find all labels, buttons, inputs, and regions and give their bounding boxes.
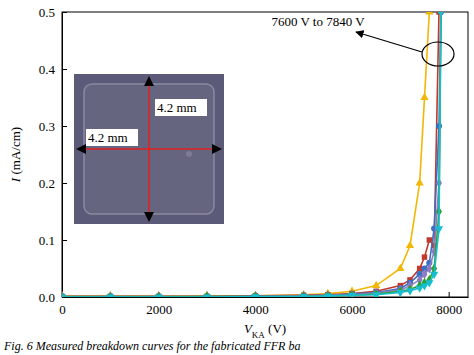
y-axis-title: I (mA/cm) xyxy=(8,127,23,183)
series-marker xyxy=(106,295,114,297)
inset: 4.2 mm 4.2 mm xyxy=(74,74,224,224)
y-tick-mark xyxy=(62,69,67,70)
inset-label: 4.2 mm xyxy=(88,130,128,145)
x-tick-label: 4000 xyxy=(243,302,269,317)
annotation: 7600 V to 7840 V xyxy=(271,14,454,66)
inset-label-bg xyxy=(86,129,138,146)
y-tick-mark xyxy=(62,12,67,13)
series-marker xyxy=(155,295,163,297)
series-marker xyxy=(420,283,428,290)
x-tick-label: 8000 xyxy=(436,302,462,317)
series-marker xyxy=(396,264,404,271)
series-line xyxy=(62,12,429,296)
series-marker xyxy=(406,241,414,248)
series-marker xyxy=(372,281,380,288)
series-layer xyxy=(62,12,445,297)
series-marker xyxy=(203,295,211,297)
x-tick-label: 6000 xyxy=(340,302,366,317)
x-tick-label: 0 xyxy=(59,302,66,317)
series-marker xyxy=(425,12,433,14)
axis-line xyxy=(62,13,63,298)
y-tick-label: 0.5 xyxy=(39,5,55,20)
y-tick-label: 0.1 xyxy=(39,233,55,248)
x-axis-title: VKA (V) xyxy=(244,321,286,340)
series-line xyxy=(62,12,441,297)
series-marker xyxy=(427,237,432,242)
y-tick-label: 0.0 xyxy=(39,290,55,305)
series-marker xyxy=(437,12,445,17)
series-marker xyxy=(416,178,424,185)
series-line xyxy=(62,12,439,296)
inset-arrow-v xyxy=(148,77,150,221)
annotation-text: 7600 V to 7840 V xyxy=(271,14,365,29)
y-axis: 0.0 0.1 0.2 0.3 0.4 0.5 xyxy=(39,5,67,305)
inset-label: 4.2 mm xyxy=(157,100,197,115)
series-marker xyxy=(430,272,438,279)
axis-line xyxy=(63,297,469,298)
series-marker xyxy=(422,254,427,259)
plot: 0 2000 4000 6000 8000 0.0 0.1 0.2 0.3 0.4 0.5 4.2 m… xyxy=(39,5,469,318)
inset-photo xyxy=(74,74,224,224)
series-marker xyxy=(324,293,332,297)
y-tick-label: 0.2 xyxy=(39,176,55,191)
series-line xyxy=(62,12,441,296)
x-tick-label: 2000 xyxy=(146,302,172,317)
annotation-ellipse xyxy=(422,42,454,66)
series-marker xyxy=(435,226,443,233)
y-tick: 0.5 xyxy=(39,5,67,20)
inset-label-bg xyxy=(155,99,207,116)
y-tick-label: 0.4 xyxy=(39,62,56,77)
y-tick-label: 0.3 xyxy=(39,119,55,134)
series-marker xyxy=(425,280,433,287)
y-tick: 0.1 xyxy=(39,233,67,248)
y-tick-mark xyxy=(62,183,67,184)
series-marker xyxy=(348,293,356,297)
y-tick-mark xyxy=(62,126,67,127)
y-tick: 0.4 xyxy=(39,62,67,77)
series-marker xyxy=(300,294,308,297)
y-tick: 0.2 xyxy=(39,176,67,191)
caption: Fig. 6 Measured breakdown curves for the… xyxy=(3,339,300,353)
y-tick-mark xyxy=(62,240,67,241)
inset-dot xyxy=(186,151,192,157)
series-marker xyxy=(62,295,66,297)
series-line xyxy=(62,12,441,296)
series-line xyxy=(62,12,441,297)
y-tick: 0.3 xyxy=(39,119,67,134)
series-marker xyxy=(251,294,259,297)
x-tick: 8000 xyxy=(436,292,462,317)
y-tick-mark xyxy=(62,297,67,298)
series-marker xyxy=(372,292,380,297)
y-tick: 0.0 xyxy=(39,290,67,305)
series-marker xyxy=(406,288,414,295)
series-marker xyxy=(420,93,428,100)
x-tick-mark xyxy=(449,292,450,297)
plot-frame xyxy=(62,12,468,297)
chart-root: 0 2000 4000 6000 8000 0.0 0.1 0.2 0.3 0.4 0.5 4.2 m… xyxy=(0,0,474,355)
series-marker xyxy=(396,290,404,297)
annotation-arrow xyxy=(356,32,422,52)
